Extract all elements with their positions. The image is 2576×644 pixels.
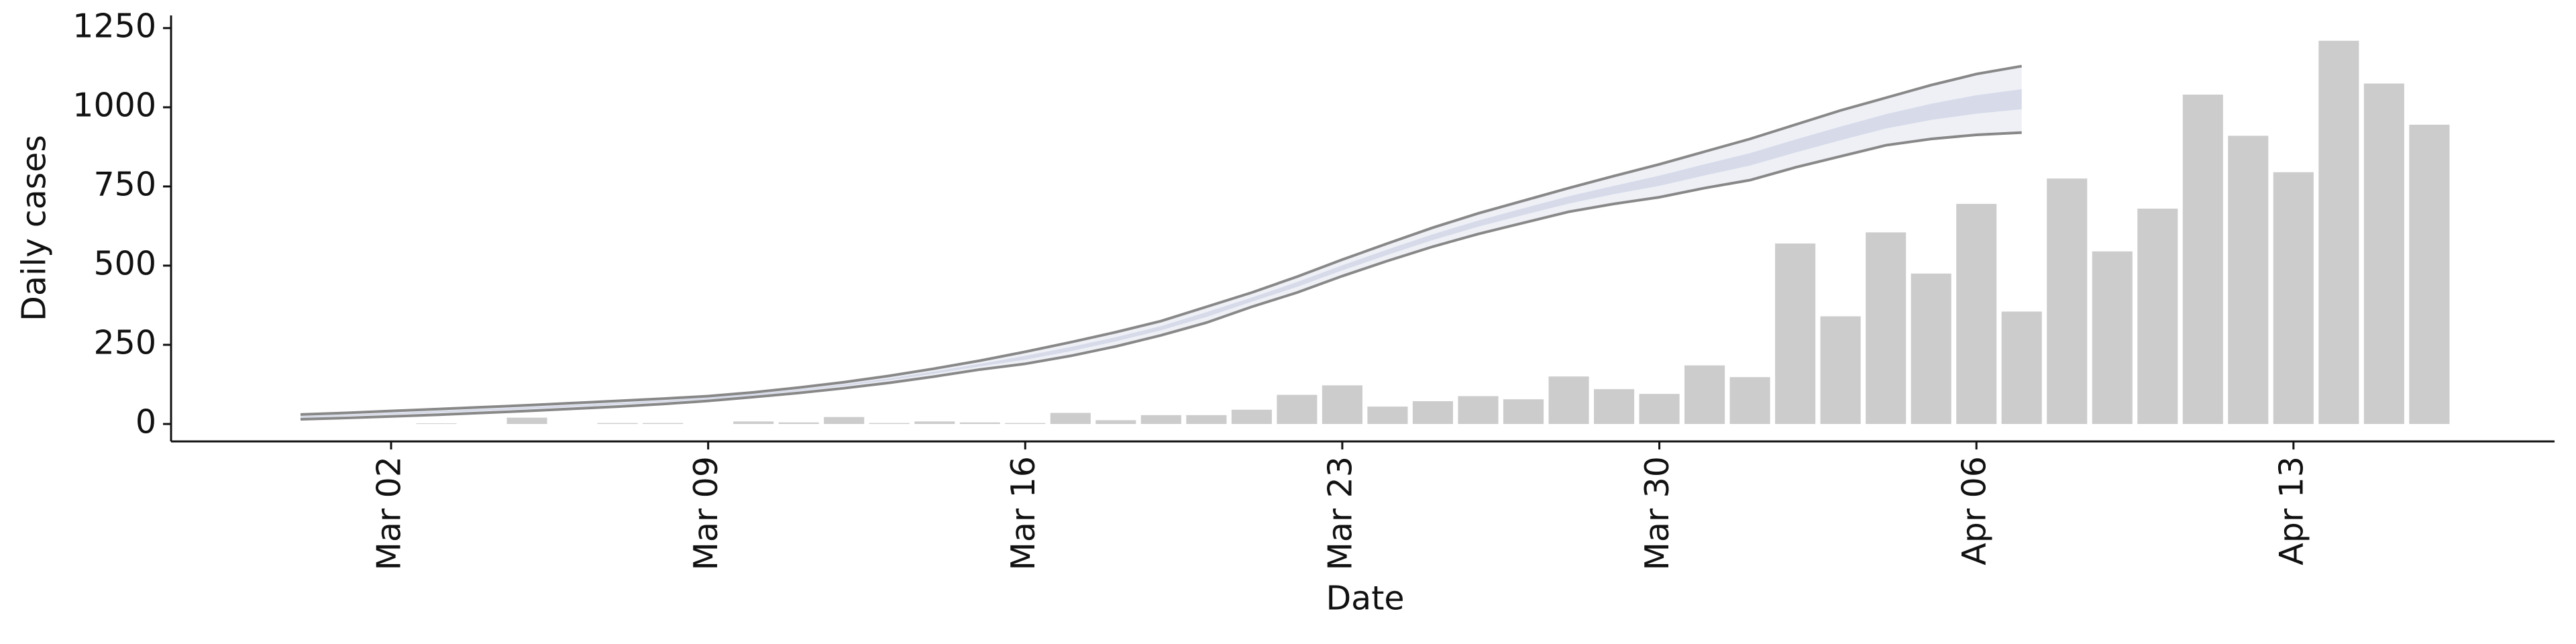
bar [1322, 385, 1362, 425]
x-tick-label: Mar 16 [1004, 456, 1042, 570]
bar [733, 421, 774, 425]
outer-band [300, 66, 2022, 419]
bar [1186, 415, 1227, 425]
x-tick-label: Apr 13 [2272, 456, 2310, 566]
y-tick-label: 0 [136, 403, 156, 441]
y-tick-label: 250 [93, 324, 156, 362]
bar [1458, 396, 1499, 425]
bar [2092, 251, 2133, 425]
bar [1684, 365, 1725, 425]
bar [506, 417, 547, 425]
y-tick-label: 750 [93, 165, 156, 203]
bar [643, 423, 684, 425]
bar [1775, 243, 1816, 425]
bar [1140, 415, 1181, 425]
bar [824, 417, 865, 425]
bar [959, 422, 1000, 425]
bar [597, 423, 638, 425]
bar [2001, 311, 2042, 425]
bound-line [300, 64, 2023, 416]
x-tick-label: Mar 23 [1321, 456, 1359, 570]
bound-line [300, 131, 2022, 421]
bar [1503, 399, 1544, 425]
bar [1820, 316, 1861, 425]
bar [416, 423, 457, 425]
bar [1095, 420, 1136, 425]
bar [1005, 423, 1046, 425]
bar [1050, 413, 1091, 425]
bar [1367, 407, 1408, 425]
y-tick-label: 1250 [72, 7, 156, 45]
x-tick-label: Mar 02 [370, 456, 409, 570]
bar [1956, 203, 1997, 425]
x-tick-label: Mar 30 [1638, 456, 1676, 570]
bar [2409, 124, 2450, 425]
bar [1548, 376, 1589, 425]
bar [1866, 232, 1907, 425]
x-axis-label: Date [1326, 580, 1404, 618]
bar [869, 423, 910, 425]
x-tick-label: Mar 09 [687, 456, 725, 570]
bar [1231, 409, 1272, 425]
bar [2047, 178, 2088, 425]
bar [2273, 172, 2314, 425]
bar [1593, 389, 1635, 425]
bar [1412, 401, 1454, 425]
bar [914, 421, 955, 425]
bar [1277, 394, 1318, 425]
bar [778, 422, 819, 425]
x-tick-label: Apr 06 [1955, 456, 1994, 566]
y-tick-label: 1000 [72, 86, 156, 124]
y-tick-label: 500 [93, 244, 156, 282]
bar [2137, 208, 2178, 425]
bar [2363, 83, 2404, 425]
bar [1639, 394, 1680, 425]
bar [2228, 136, 2269, 425]
bar [1729, 377, 1770, 425]
bar [2318, 40, 2359, 425]
y-axis-label: Daily cases [15, 135, 54, 321]
bar [1911, 273, 1951, 425]
bar [2182, 95, 2223, 425]
